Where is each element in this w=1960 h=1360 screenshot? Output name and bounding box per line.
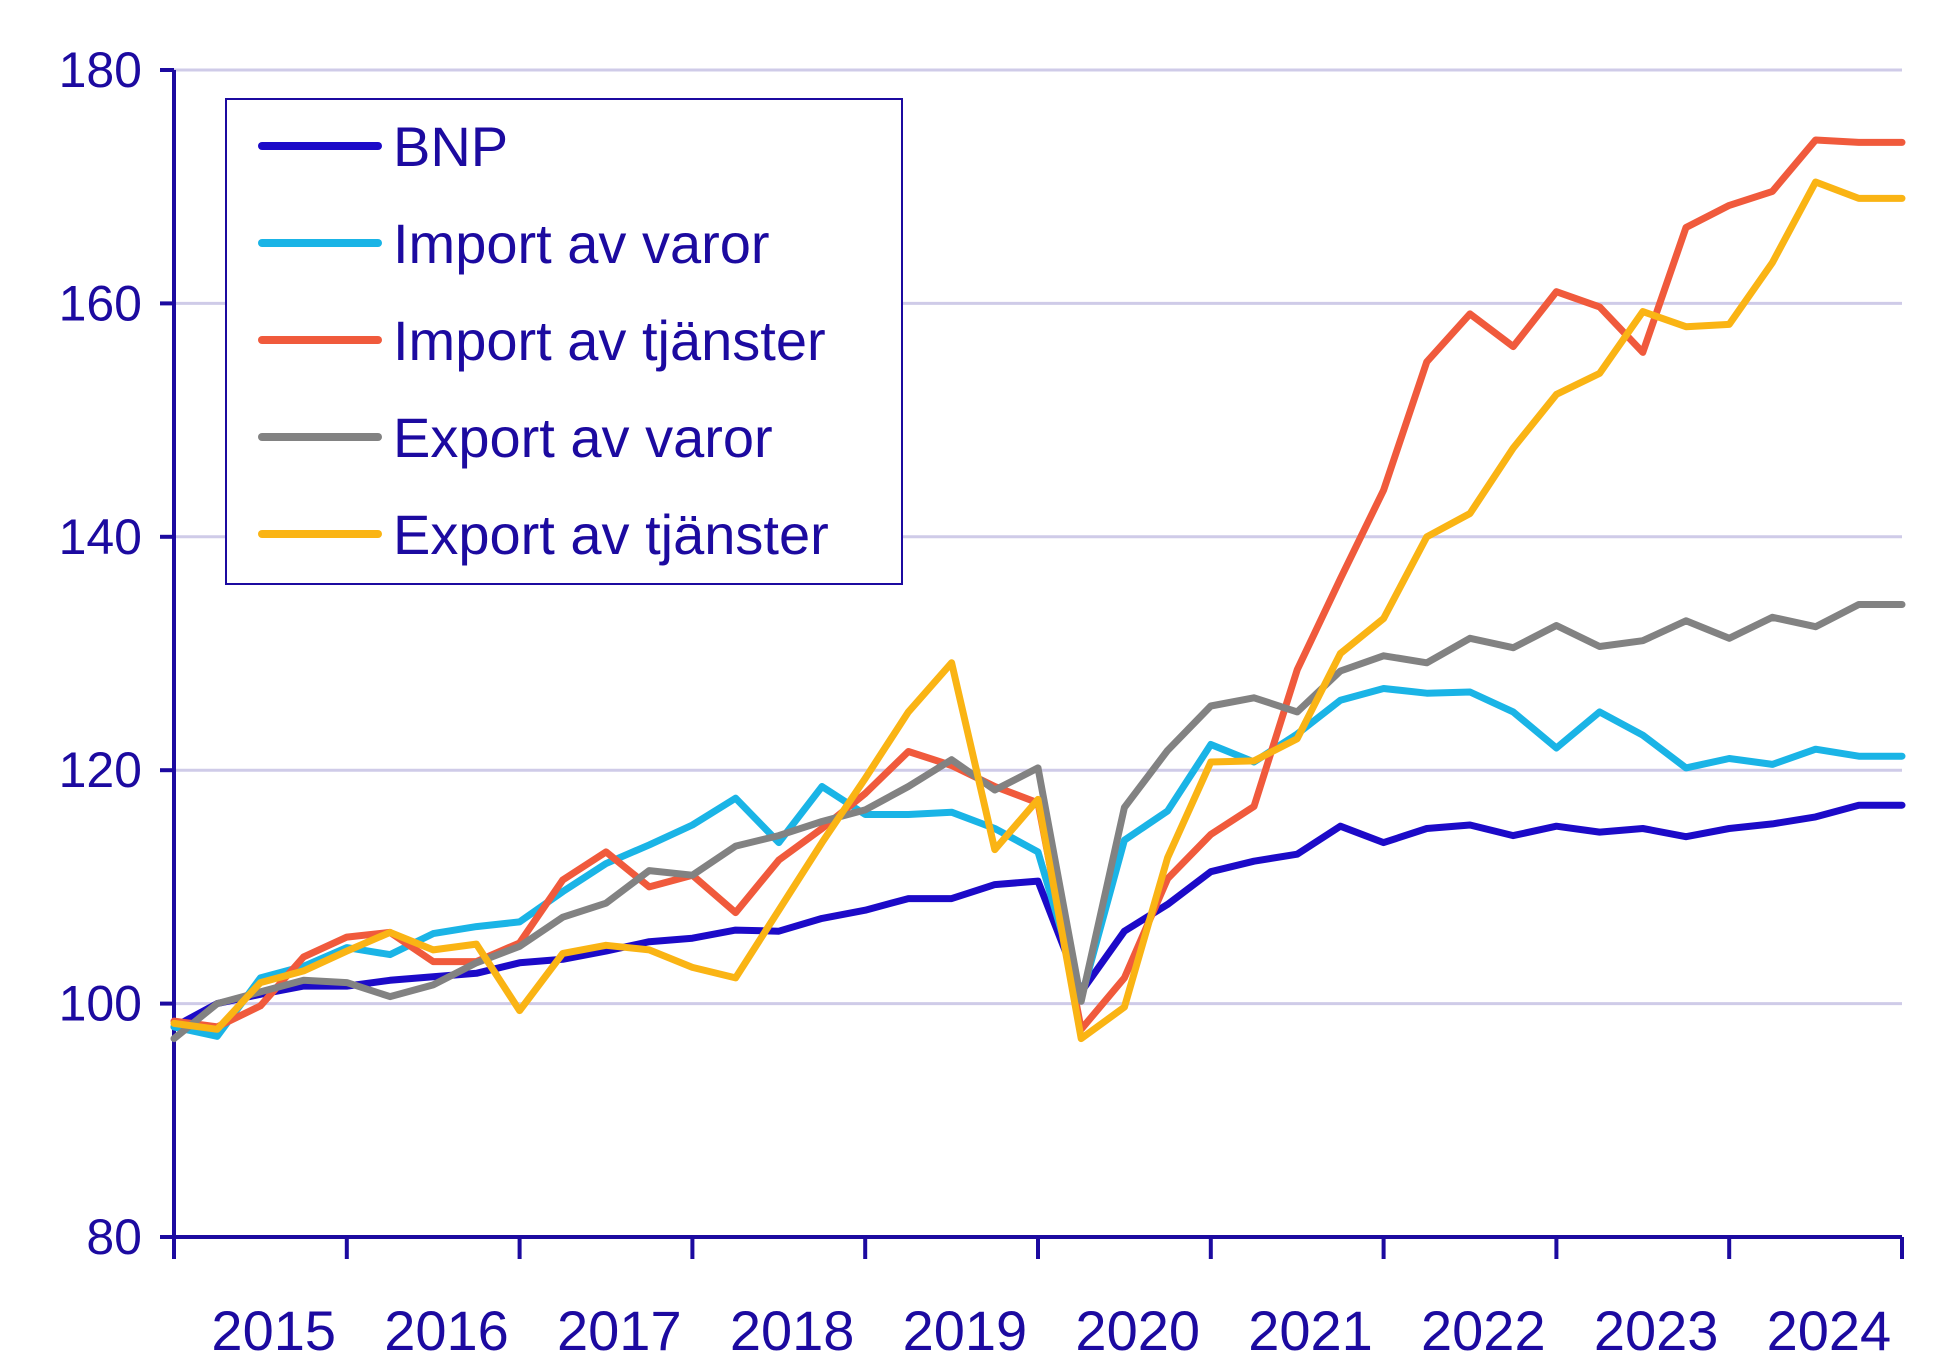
y-tick-label: 160 <box>59 275 142 331</box>
x-tick-label: 2015 <box>211 1299 336 1355</box>
y-tick-label: 100 <box>59 976 142 1032</box>
legend-label: BNP <box>393 115 508 178</box>
x-tick-label: 2018 <box>730 1299 855 1355</box>
y-tick-label: 80 <box>86 1209 142 1265</box>
y-tick-label: 120 <box>59 742 142 798</box>
x-tick-label: 2019 <box>903 1299 1028 1355</box>
x-tick-label: 2020 <box>1075 1299 1200 1355</box>
x-tick-label: 2023 <box>1594 1299 1719 1355</box>
x-tick-label: 2016 <box>384 1299 509 1355</box>
axes: 80 100 120 140 160 180 2015 2016 2017 2018 2019 202… <box>59 42 1904 1360</box>
series-line-export-av-varor <box>170 601 1906 1043</box>
legend-label: Import av varor <box>393 212 770 275</box>
series-line-bnp <box>170 801 1906 1031</box>
legend: BNP Import av varor Import av tjänster Expo… <box>225 98 903 585</box>
x-tick-label: 2022 <box>1421 1299 1546 1355</box>
legend-label: Import av tjänster <box>393 309 826 372</box>
x-tick-label: 2021 <box>1248 1299 1373 1355</box>
x-tick-label: 2017 <box>557 1299 682 1355</box>
legend-label: Export av varor <box>393 406 773 469</box>
series-lines <box>170 136 1906 1043</box>
legend-label: Export av tjänster <box>393 503 829 566</box>
series-line-import-av-varor <box>170 685 1906 1040</box>
series-line-export-av-tj-nster <box>170 178 1906 1043</box>
y-tick-label: 180 <box>59 42 142 98</box>
x-tick-label: 2024 <box>1767 1299 1892 1355</box>
y-tick-label: 140 <box>59 509 142 565</box>
